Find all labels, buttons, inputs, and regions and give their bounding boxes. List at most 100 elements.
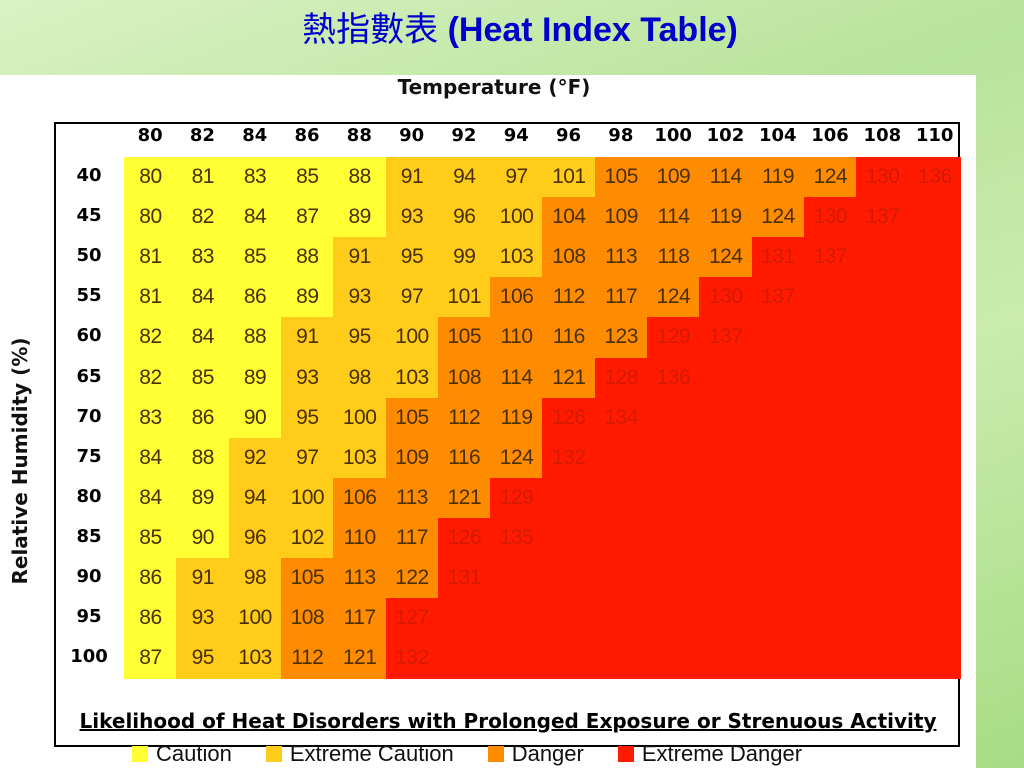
heat-index-cell [699, 517, 753, 559]
heat-index-cell [856, 397, 910, 439]
heat-index-cell: 100 [333, 397, 387, 439]
heat-index-cell [803, 477, 857, 519]
heat-index-cell: 90 [228, 397, 282, 439]
heat-index-cell: 105 [437, 317, 491, 359]
heat-index-cell [856, 477, 910, 519]
heat-index-cell [594, 437, 648, 479]
humidity-header: 60 [76, 325, 102, 347]
legend-label: Caution [156, 741, 232, 766]
heat-index-cell: 105 [385, 397, 439, 439]
heat-index-cell: 97 [280, 437, 334, 479]
legend: Caution Extreme Caution Danger Extreme Dang… [132, 741, 836, 767]
temperature-header: 110 [915, 125, 954, 146]
heat-index-cell: 137 [699, 317, 753, 359]
heat-index-cell: 91 [333, 237, 387, 278]
heat-index-cell: 136 [647, 357, 700, 399]
legend-item-danger: Danger [487, 741, 584, 767]
heat-index-cell: 110 [333, 517, 387, 559]
heat-index-cell [751, 558, 805, 599]
heat-index-cell [803, 598, 857, 639]
heat-index-cell [647, 517, 700, 559]
heat-index-cell [699, 397, 753, 439]
humidity-header: 55 [76, 285, 102, 307]
heat-index-cell: 108 [542, 237, 596, 278]
heat-index-cell: 137 [803, 237, 857, 278]
heat-index-cell [542, 517, 596, 559]
humidity-header: 85 [76, 525, 102, 547]
heat-index-cell [908, 357, 962, 399]
heat-index-cell [803, 397, 857, 439]
temperature-header: 90 [399, 125, 425, 146]
heat-index-cell: 124 [699, 237, 753, 278]
heat-index-cell: 109 [594, 197, 648, 238]
heat-index-cell [699, 437, 753, 479]
humidity-header: 75 [76, 445, 102, 467]
heat-index-cell: 95 [333, 317, 387, 359]
heat-index-cell: 117 [385, 517, 439, 559]
heat-index-cell: 83 [176, 237, 230, 278]
heat-index-cell: 124 [751, 197, 805, 238]
legend-label: Extreme Danger [641, 741, 803, 766]
heat-index-cell: 84 [176, 317, 230, 359]
temperature-header: 100 [654, 125, 692, 146]
heat-index-cell: 89 [280, 277, 334, 318]
heat-index-cell: 108 [437, 357, 491, 399]
heat-index-cell [751, 598, 805, 639]
temperature-header: 104 [758, 125, 797, 146]
heat-index-cell: 119 [699, 197, 753, 238]
heat-index-cell [908, 197, 962, 238]
heat-index-cell [803, 437, 857, 479]
heat-index-cell [594, 598, 648, 639]
temperature-header: 106 [811, 125, 849, 146]
heat-index-cell: 113 [385, 477, 439, 519]
heat-index-cell: 83 [124, 397, 177, 439]
heat-index-cell [908, 638, 962, 679]
humidity-header: 45 [76, 205, 102, 227]
heat-index-cell [908, 477, 962, 519]
legend-swatch [132, 746, 148, 762]
heat-index-cell: 82 [124, 317, 177, 359]
legend-label: Extreme Caution [289, 741, 454, 766]
heat-index-cell [803, 277, 857, 318]
heat-index-cell: 100 [385, 317, 439, 359]
heat-index-cell: 95 [176, 638, 230, 679]
heat-index-cell [803, 517, 857, 559]
heat-index-cell: 98 [333, 357, 387, 399]
heat-index-cell: 100 [490, 197, 543, 238]
heat-index-cell: 101 [437, 277, 491, 318]
humidity-header: 100 [70, 646, 108, 668]
heat-index-cell: 121 [333, 638, 387, 679]
heat-index-cell: 95 [280, 397, 334, 439]
heat-index-cell: 130 [699, 277, 753, 318]
heat-index-cell: 97 [385, 277, 439, 318]
temperature-header: 98 [608, 125, 634, 146]
heat-index-cell [803, 317, 857, 359]
temperature-header: 96 [556, 125, 582, 146]
heat-index-cell: 137 [751, 277, 805, 318]
heat-index-cell: 100 [280, 477, 334, 519]
heat-index-cell [594, 638, 648, 679]
heat-index-cell [908, 558, 962, 599]
heat-index-cell: 122 [385, 558, 439, 599]
heat-index-cell: 136 [908, 157, 962, 198]
heat-index-cell: 88 [228, 317, 282, 359]
heat-index-cell: 114 [699, 157, 753, 198]
temperature-header: 86 [294, 125, 320, 146]
legend-item-extreme-caution: Extreme Caution [265, 741, 454, 767]
heat-index-cell: 91 [280, 317, 334, 359]
heat-index-cell: 90 [176, 517, 230, 559]
heat-index-cell: 89 [176, 477, 230, 519]
heat-index-cell [647, 477, 700, 519]
heat-index-cell [856, 357, 910, 399]
heat-index-cell [542, 598, 596, 639]
heat-index-cell: 103 [333, 437, 387, 479]
heat-index-cell: 109 [385, 437, 439, 479]
heat-index-cell [542, 638, 596, 679]
heat-index-cell: 131 [437, 558, 491, 599]
heat-index-cell: 103 [385, 357, 439, 399]
title-chinese: 熱指數表 [302, 10, 439, 50]
heat-index-cell: 121 [542, 357, 596, 399]
heat-index-cell [490, 598, 543, 639]
heat-index-cell: 101 [542, 157, 596, 198]
heat-index-cell [908, 397, 962, 439]
